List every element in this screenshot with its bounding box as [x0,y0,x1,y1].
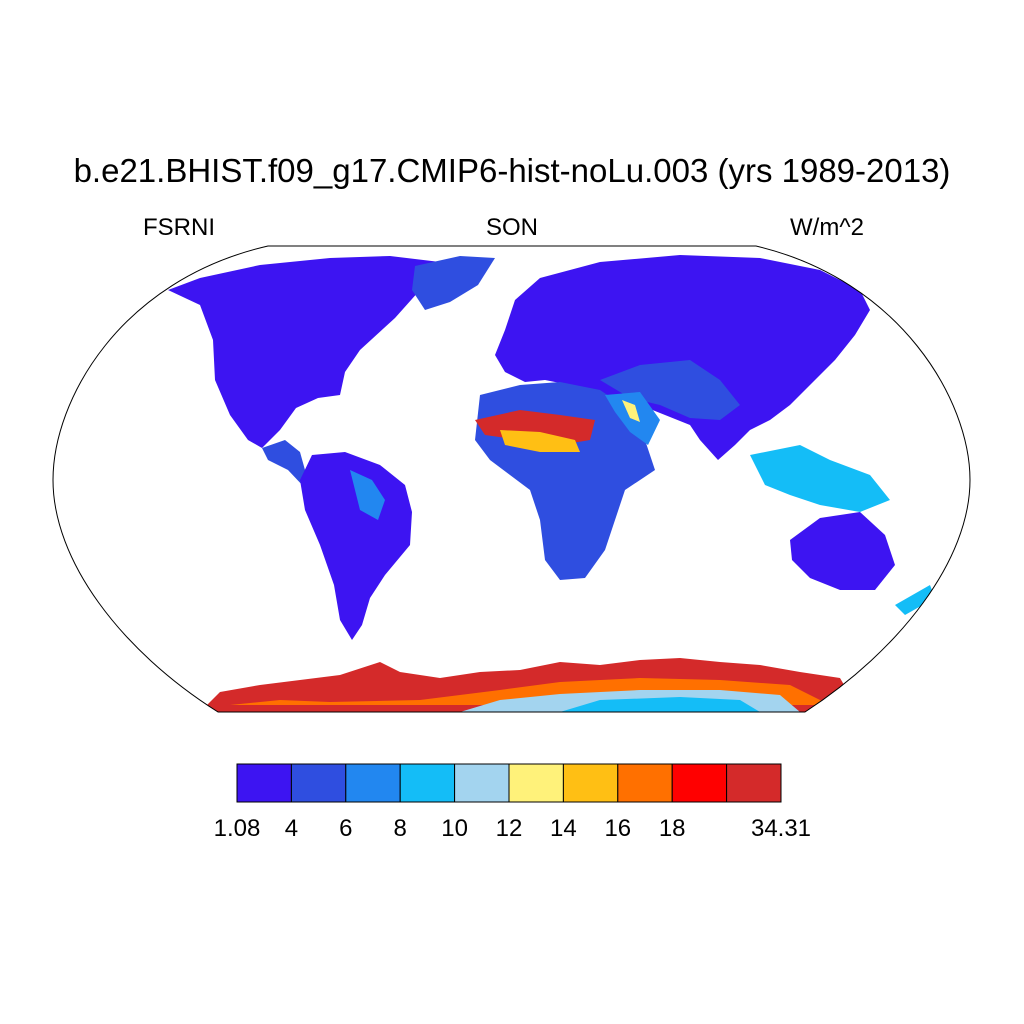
colorbar-swatch [345,763,401,803]
southeast-asia-islands [750,445,890,512]
australia [790,512,895,590]
colorbar-swatch [399,763,456,803]
colorbar-label: 34.31 [750,815,812,842]
colorbar-label: 14 [550,815,577,842]
arabia-warm [622,400,640,422]
colorbar-label: 1.08 [213,815,261,842]
colorbar-swatch [671,763,728,803]
colorbar-swatch [454,763,510,803]
colorbar-swatch [562,763,619,803]
land-layer [168,255,935,712]
colorbar-swatch [508,763,564,803]
new-zealand [895,585,935,615]
units-label: W/m^2 [790,214,864,241]
sahara-warm [500,430,580,452]
colorbar-swatch [236,763,292,803]
colorbar-label: 12 [495,815,523,842]
variable-label: FSRNI [143,214,215,241]
colorbar-labels: 1.08 4 6 8 10 12 14 16 18 34.31 [0,815,1024,847]
greenland [412,256,495,310]
colorbar-label: 8 [393,815,407,842]
colorbar-label: 10 [441,815,468,842]
season-label: SON [485,214,538,241]
colorbar-label: 18 [658,815,686,842]
colorbar-label: 16 [604,815,632,842]
colorbar-label: 4 [284,815,299,842]
colorbar-swatch [617,763,673,803]
map-title: b.e21.BHIST.f09_g17.CMIP6-hist-noLu.003 … [73,152,951,189]
north-america [168,256,440,448]
eurasia [495,255,870,460]
colorbar [236,763,782,803]
south-america-east [350,470,385,520]
antarctica-core [560,697,760,712]
asia-central [600,360,740,420]
colorbar-swatch [290,763,347,803]
colorbar-swatch [726,763,782,803]
colorbar-label: 6 [339,815,353,842]
map-outline [52,245,971,713]
